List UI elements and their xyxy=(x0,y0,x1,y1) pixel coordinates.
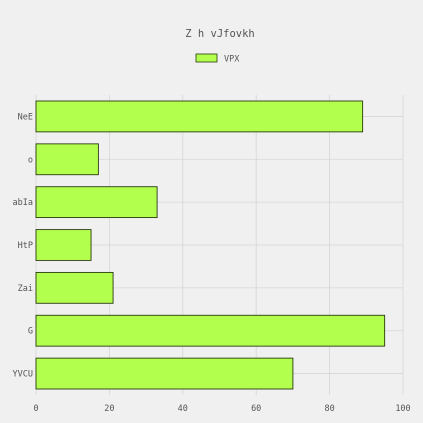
y-tick-label: G xyxy=(28,327,33,337)
chart-title: Z h vJfovkh xyxy=(185,28,255,40)
legend: VPX xyxy=(195,53,240,65)
y-axis-labels: NeE o abIa HtP Zai G YVCU xyxy=(13,112,33,379)
bar-G xyxy=(35,314,386,347)
bar-o xyxy=(35,143,99,176)
bar-Zai xyxy=(35,271,114,304)
x-tick-label: 100 xyxy=(395,404,410,414)
bars xyxy=(35,100,386,390)
y-tick-label: NeE xyxy=(18,112,33,122)
legend-swatch xyxy=(195,53,218,63)
y-tick-label: Zai xyxy=(18,284,33,294)
bar-NeE xyxy=(35,100,364,133)
y-tick-label: YVCU xyxy=(13,370,33,380)
bar-HtP xyxy=(35,229,92,261)
x-tick-label: 20 xyxy=(104,404,114,414)
y-tick-label: abIa xyxy=(13,198,33,208)
bar-YVCU xyxy=(35,357,294,390)
x-tick-label: 40 xyxy=(178,404,188,414)
x-tick-label: 80 xyxy=(324,404,334,414)
bar-abIa xyxy=(35,186,158,219)
y-tick-label: o xyxy=(28,155,33,165)
legend-label: VPX xyxy=(224,55,240,65)
x-tick-label: 60 xyxy=(251,404,261,414)
x-axis-labels: 0 20 40 60 80 100 xyxy=(33,404,410,414)
x-tick-label: 0 xyxy=(33,404,38,414)
y-tick-label: HtP xyxy=(18,241,33,251)
